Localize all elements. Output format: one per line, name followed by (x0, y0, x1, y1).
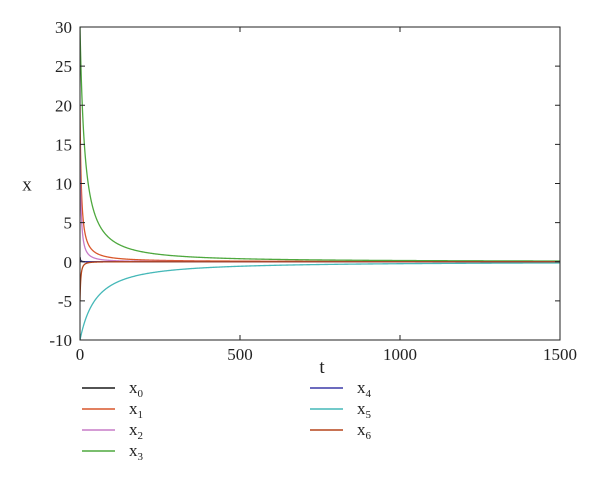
x-tick-label: 500 (227, 345, 253, 364)
legend-label: x5 (357, 399, 372, 421)
legend-label: x1 (129, 399, 143, 421)
series-group (80, 27, 560, 340)
legend-label-subscript: 4 (366, 388, 372, 400)
legend-item-x5: x5 (310, 399, 372, 421)
x-axis-label: t (319, 357, 325, 378)
legend-label-subscript: 5 (366, 409, 372, 421)
y-tick-label: 30 (55, 18, 72, 37)
x-tick-label: 0 (76, 345, 85, 364)
y-tick-label: 20 (55, 96, 72, 115)
x-tick-label: 1000 (383, 345, 417, 364)
series-line-x2 (80, 144, 560, 263)
y-tick-label: 0 (64, 253, 73, 272)
legend-label-subscript: 0 (138, 388, 144, 400)
legend-label-subscript: 3 (138, 451, 144, 463)
legend-label: x2 (129, 420, 143, 442)
y-tick-label: 15 (55, 135, 72, 154)
legend-item-x3: x3 (82, 441, 144, 463)
legend-item-x4: x4 (310, 378, 372, 400)
legend-label: x4 (357, 378, 372, 400)
legend-label-subscript: 2 (138, 430, 144, 442)
legend-item-x6: x6 (310, 420, 372, 442)
series-line-x1 (80, 105, 560, 263)
series-line-x3 (80, 27, 560, 262)
y-tick-label: 25 (55, 57, 72, 76)
series-line-x6 (80, 261, 560, 301)
y-tick-label: -5 (58, 292, 72, 311)
legend-label: x0 (129, 378, 144, 400)
y-tick-label: 10 (55, 175, 72, 194)
legend-label-subscript: 1 (138, 409, 144, 421)
legend-item-x0: x0 (82, 378, 144, 400)
series-line-x5 (80, 262, 560, 340)
x-tick-label: 1500 (543, 345, 577, 364)
y-tick-label: -10 (49, 331, 72, 350)
legend-label-subscript: 6 (366, 430, 372, 442)
legend-label: x3 (129, 441, 144, 463)
plot-frame (79, 26, 561, 341)
legend-item-x1: x1 (82, 399, 143, 421)
legend-label: x6 (357, 420, 372, 442)
y-axis-label: x (22, 175, 32, 196)
legend-item-x2: x2 (82, 420, 143, 442)
y-tick-label: 5 (64, 214, 73, 233)
